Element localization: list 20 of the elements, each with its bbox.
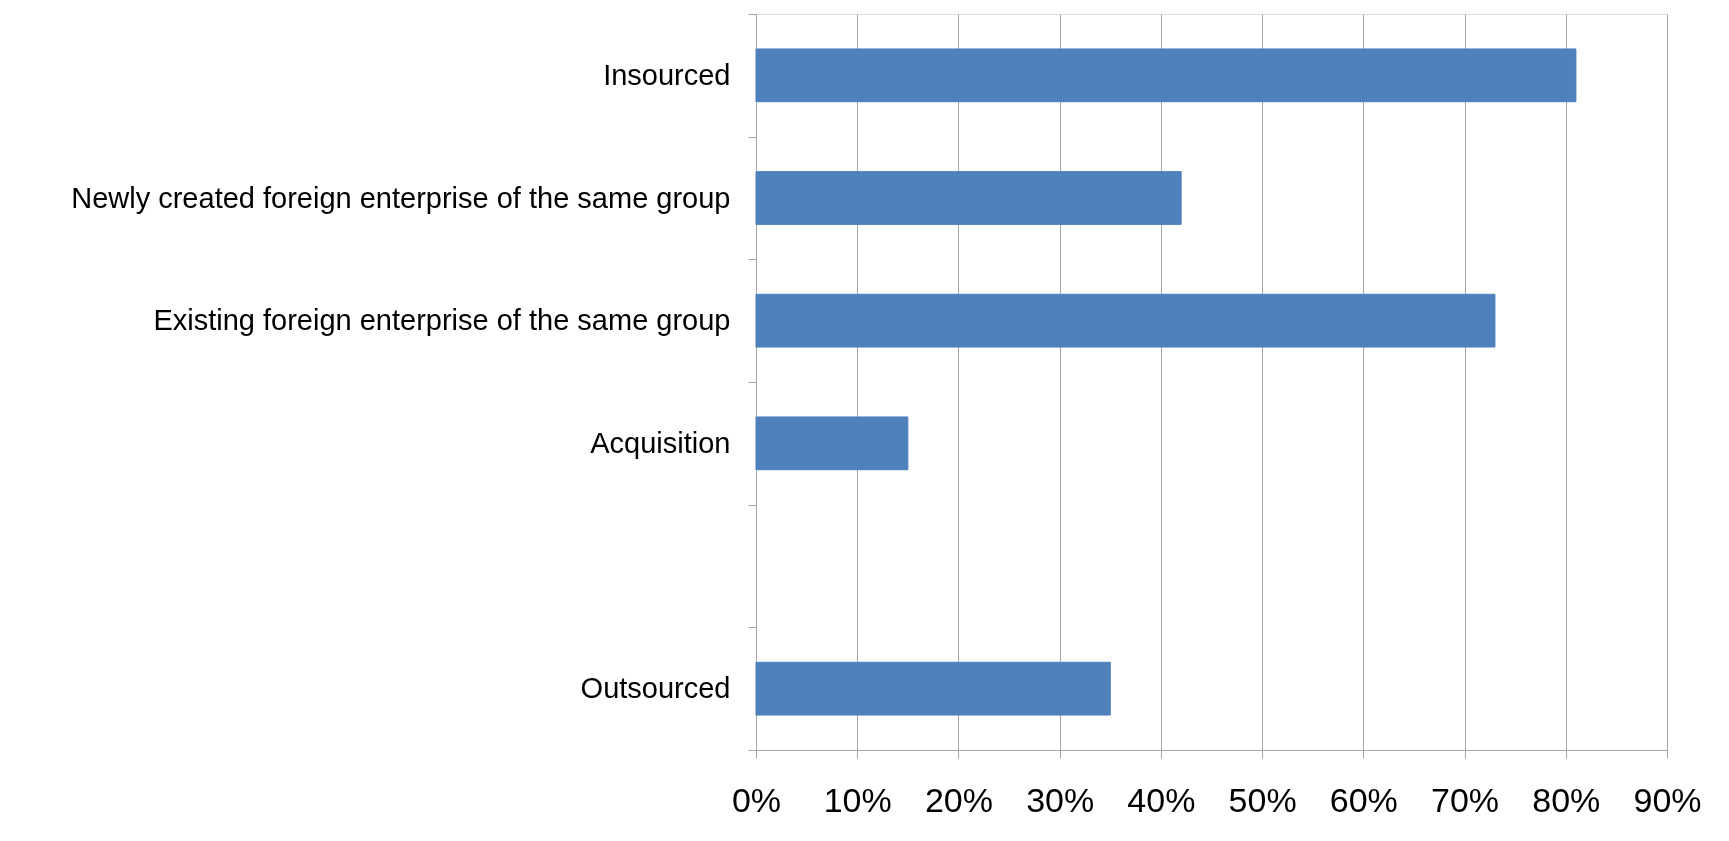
x-tick-label: 10% xyxy=(823,780,892,819)
x-tick-label: 20% xyxy=(924,780,993,819)
x-tick-label: 80% xyxy=(1532,780,1601,819)
bar xyxy=(755,416,909,471)
x-tick-label: 60% xyxy=(1329,780,1398,819)
x-tick-label: 30% xyxy=(1026,780,1095,819)
x-tick-label: 90% xyxy=(1633,780,1702,819)
bar xyxy=(755,293,1496,348)
x-tick-label: 40% xyxy=(1127,780,1196,819)
y-tick-label: Newly created foreign enterprise of the same group xyxy=(71,181,731,214)
bar xyxy=(755,171,1182,225)
y-tick-label: Outsourced xyxy=(580,672,731,705)
x-tick-label: 0% xyxy=(731,780,782,819)
x-tick-label: 70% xyxy=(1431,780,1500,819)
x-tick-label: 50% xyxy=(1228,780,1297,819)
y-tick-label: Acquisition xyxy=(590,426,731,459)
y-tick-label: Existing foreign enterprise of the same group xyxy=(153,304,731,337)
y-tick-label: Insourced xyxy=(603,58,731,91)
bar xyxy=(755,48,1577,103)
bar xyxy=(755,661,1111,716)
